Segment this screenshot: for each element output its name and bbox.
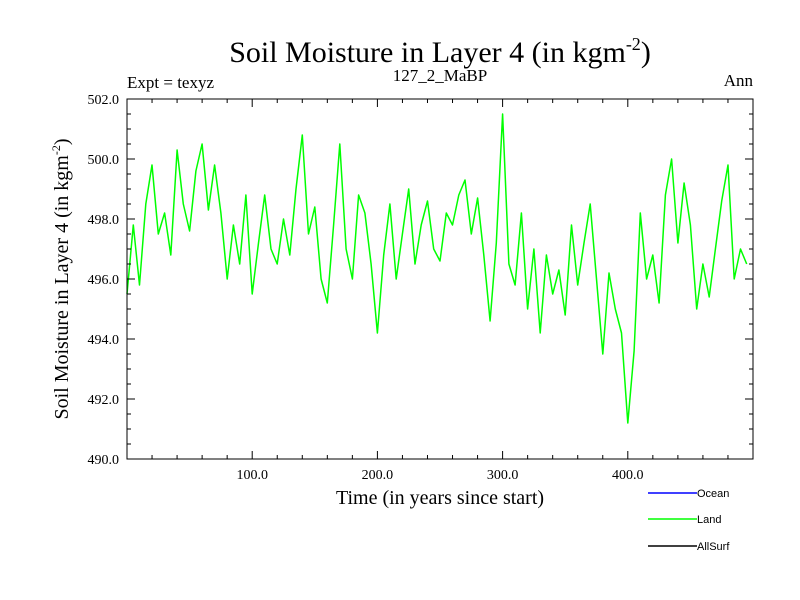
period-label: 127_2_MaBP xyxy=(393,66,487,85)
plot-area xyxy=(126,113,748,424)
x-tick-label: 200.0 xyxy=(362,468,394,483)
chart-title-exponent: -2 xyxy=(626,34,641,54)
y-tick-label: 494.0 xyxy=(88,333,120,348)
x-axis-label: Time (in years since start) xyxy=(336,487,544,509)
y-axis-label-exponent: -2 xyxy=(49,145,63,155)
y-tick-label: 496.0 xyxy=(88,273,120,288)
legend-label-allsurf: AllSurf xyxy=(697,541,730,553)
experiment-label: Expt = texyz xyxy=(127,73,214,92)
chart-title: Soil Moisture in Layer 4 (in kgm-2) xyxy=(229,34,651,69)
x-axis: 100.0 200.0 300.0 400.0 xyxy=(151,99,729,483)
x-tick-label: 400.0 xyxy=(612,468,644,483)
y-tick-label: 492.0 xyxy=(88,393,120,408)
y-tick-label: 502.0 xyxy=(88,93,120,108)
legend: Ocean Land AllSurf xyxy=(648,488,730,553)
legend-label-land: Land xyxy=(697,514,721,526)
season-label: Ann xyxy=(724,71,754,90)
x-tick-label: 100.0 xyxy=(236,468,268,483)
y-tick-label: 500.0 xyxy=(88,153,120,168)
x-tick-label: 300.0 xyxy=(487,468,519,483)
y-axis: 490.0 492.0 494.0 496.0 498.0 500.0 502.0 xyxy=(88,93,753,468)
y-axis-label: Soil Moisture in Layer 4 (in kgm-2) xyxy=(49,138,73,419)
y-tick-label: 490.0 xyxy=(88,453,120,468)
legend-label-ocean: Ocean xyxy=(697,488,729,500)
series-line-land xyxy=(126,113,748,424)
y-tick-label: 498.0 xyxy=(88,213,120,228)
plot-frame xyxy=(126,98,754,460)
